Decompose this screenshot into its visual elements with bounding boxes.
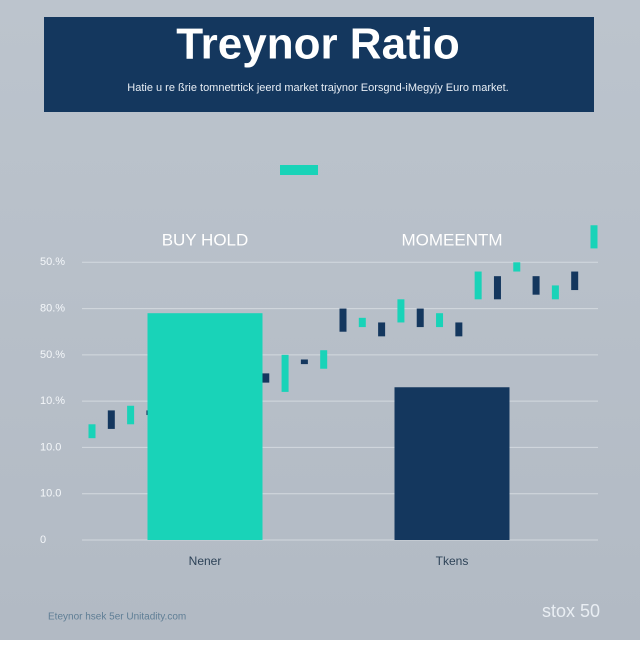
candle	[358, 317, 366, 328]
candle	[513, 262, 521, 272]
candle	[320, 350, 328, 369]
candle	[88, 424, 96, 439]
footer: Eteynor hsek 5er Unitadity.com	[48, 612, 186, 623]
candle	[378, 322, 386, 337]
candle	[339, 308, 347, 332]
y-tick-label: 10.0	[40, 441, 61, 453]
candle	[397, 299, 405, 323]
y-tick-label: 10.0	[40, 488, 61, 500]
candle	[455, 322, 463, 337]
candle	[532, 276, 540, 295]
candle	[262, 373, 270, 383]
y-tick-label: 10.%	[40, 395, 65, 407]
bar	[147, 313, 263, 540]
y-tick-label: 50.%	[40, 349, 65, 361]
candle	[474, 271, 482, 300]
candle	[300, 359, 308, 365]
x-tick-label: Tkens	[436, 554, 469, 568]
bar	[394, 387, 510, 540]
legend-swatch	[280, 165, 318, 175]
chart-title: Treynor Ratio	[176, 20, 460, 69]
header-box	[44, 17, 594, 112]
candle	[281, 354, 289, 392]
candle	[551, 285, 559, 300]
bar-label: MOMEENTM	[401, 230, 502, 249]
y-tick-label: 80.%	[40, 302, 65, 314]
candle	[493, 276, 501, 300]
chart-subtitle: Hatie u re ßrie tomnetrtick jeerd market…	[127, 82, 508, 94]
x-tick-label: Nener	[189, 554, 222, 568]
candle	[416, 308, 424, 328]
bar-label: BUY HOLD	[162, 230, 249, 249]
y-tick-label: 50.%	[40, 256, 65, 268]
candle	[590, 225, 598, 249]
candle	[436, 313, 444, 328]
y-tick-label: 0	[40, 534, 46, 546]
candle	[571, 271, 579, 291]
candle	[127, 405, 135, 425]
brand: stox 50	[542, 601, 600, 621]
plot: 0 10.0 10.0 10.% 50.% 80.% 50.% Nener BUY HOLD Tk…	[40, 225, 598, 568]
candle	[107, 410, 115, 429]
